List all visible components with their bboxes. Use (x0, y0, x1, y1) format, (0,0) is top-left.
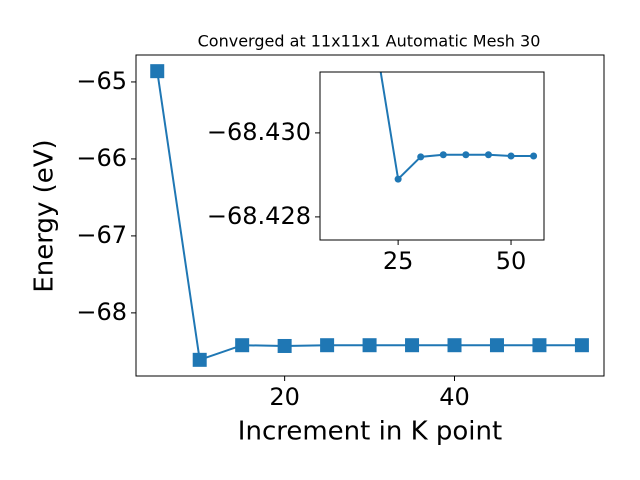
y-tick-label: −68.430 (207, 118, 311, 146)
data-marker (507, 152, 515, 160)
data-marker (484, 151, 492, 159)
y-tick-label: −66 (76, 144, 127, 172)
x-tick-label: 40 (439, 383, 470, 411)
data-marker (447, 338, 462, 353)
data-marker (439, 151, 447, 159)
y-tick-label: −67 (76, 221, 127, 249)
x-tick-label: 25 (383, 247, 414, 275)
axes-frame (135, 54, 605, 377)
data-marker (320, 338, 335, 353)
data-marker (277, 338, 292, 353)
x-tick-label: 50 (496, 247, 527, 275)
data-marker (417, 153, 425, 161)
data-marker (394, 175, 402, 183)
y-tick-label: −68 (76, 298, 127, 326)
data-line (379, 72, 534, 182)
data-marker (235, 338, 250, 353)
plot-group (150, 64, 589, 367)
y-tick-label: −65 (76, 67, 127, 95)
y-axis-label: Energy (eV) (30, 139, 60, 292)
axes-frame (319, 71, 545, 241)
data-marker (574, 338, 589, 353)
x-tick-label: 20 (269, 383, 300, 411)
chart-title: Converged at 11x11x1 Automatic Mesh 30 (198, 32, 541, 51)
data-marker (532, 338, 547, 353)
y-tick-label: −68.428 (207, 202, 311, 230)
data-marker (362, 338, 377, 353)
plot-group (379, 72, 538, 183)
data-marker (462, 151, 470, 159)
data-marker (405, 338, 420, 353)
data-marker (530, 152, 538, 160)
data-marker (192, 352, 207, 367)
x-axis-label: Increment in K point (238, 417, 502, 447)
data-marker (489, 338, 504, 353)
data-marker (150, 64, 165, 79)
